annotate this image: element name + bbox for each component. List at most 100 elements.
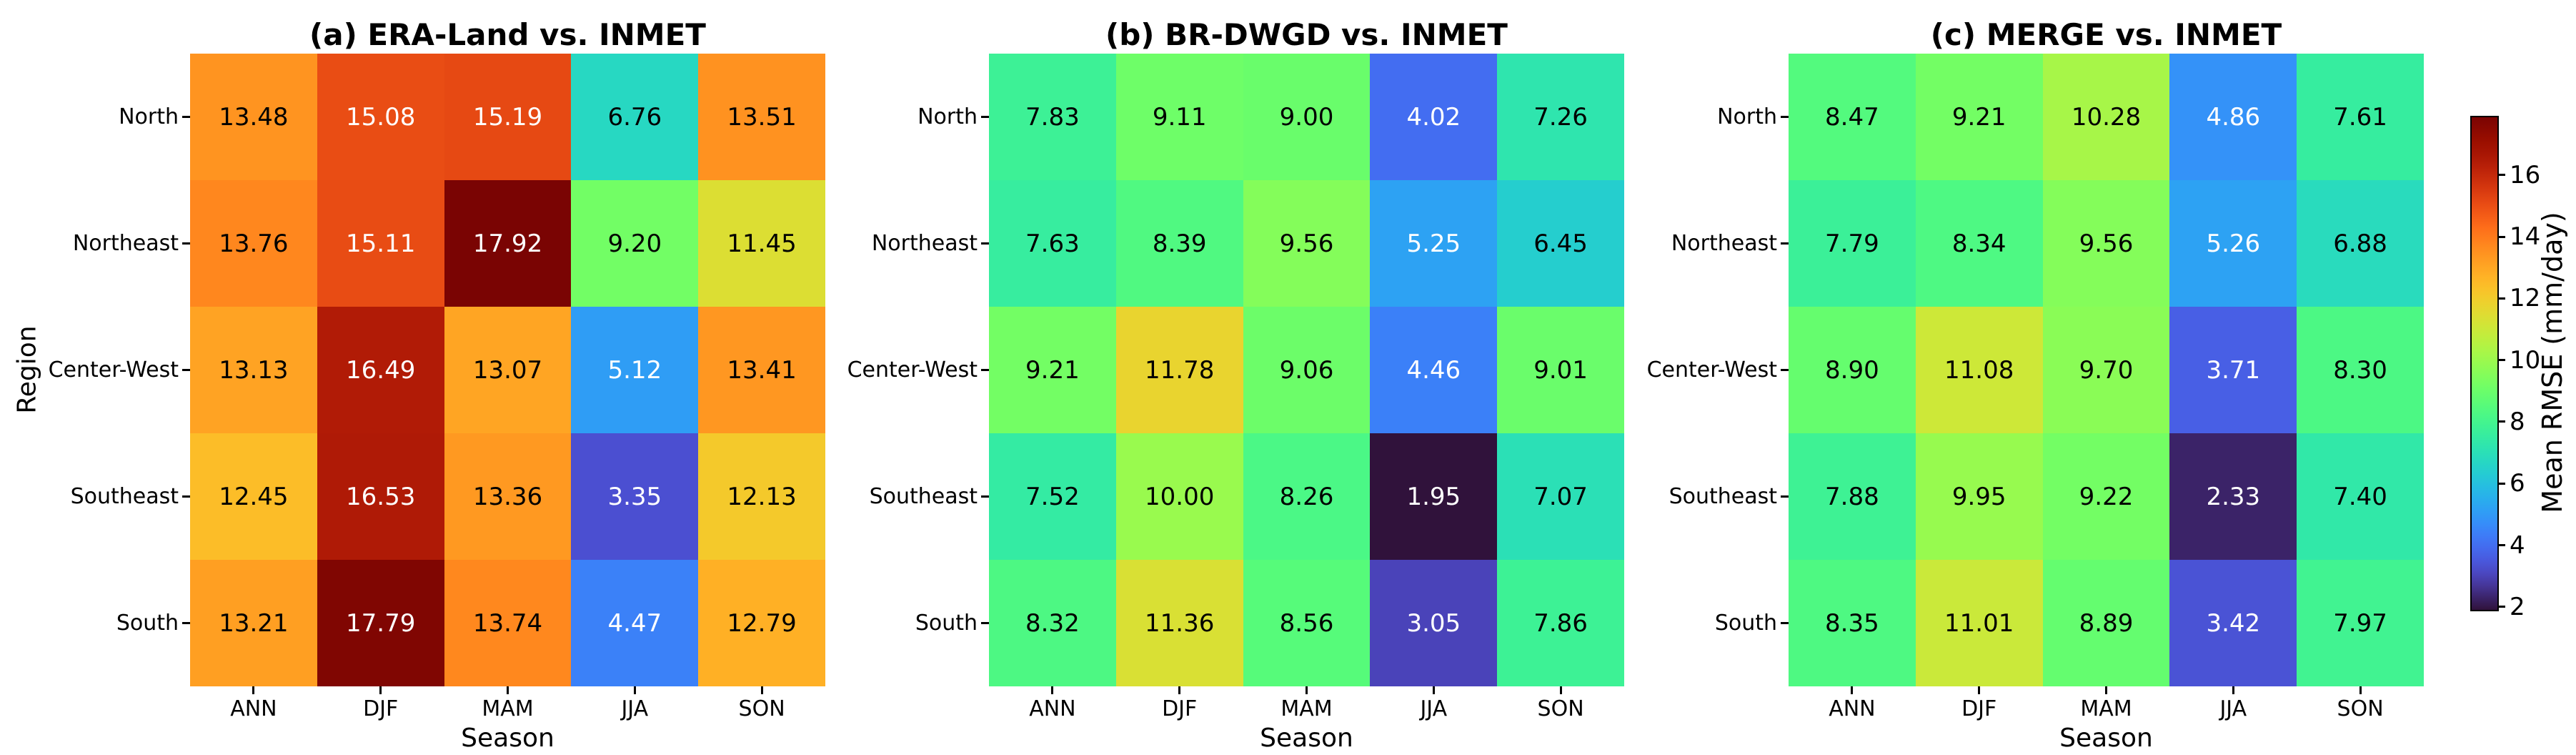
heatmap-cell: 9.22 [2042,433,2170,560]
heatmap-cell: 8.26 [1243,433,1371,560]
colorbar-tick-label: 8 [2510,407,2525,436]
heatmap-cell: 10.00 [1115,433,1243,560]
heatmap-cell: 1.95 [1370,433,1498,560]
y-tick-mark [1781,116,1789,118]
heatmap-cell: 8.34 [1915,180,2043,307]
heatmap-grid: 13.48 15.08 15.19 6.76 13.51 13.76 15.11 17.92 9… [190,54,825,686]
heatmap-cell: 7.79 [1789,180,1916,307]
heatmap-cell: 10.28 [2042,54,2170,180]
colorbar-tick-mark [2497,544,2505,547]
heatmap-cell: 3.42 [2169,560,2297,686]
heatmap-cell: 8.47 [1789,54,1916,180]
x-axis-label: Season [2059,724,2153,753]
heatmap-cell: 9.95 [1915,433,2043,560]
y-tick-mark [1781,495,1789,498]
heatmap-cell: 13.76 [190,180,317,307]
y-tick-label: Southeast [869,483,978,509]
x-tick-mark [252,686,255,694]
x-tick-mark [1432,686,1435,694]
y-tick-label: North [119,104,179,129]
y-tick-mark [981,369,989,371]
y-tick-label: Southeast [1669,483,1777,509]
heatmap-cell: 5.25 [1370,180,1498,307]
y-tick-label: Northeast [871,230,978,256]
colorbar-gradient [2470,116,2499,611]
y-tick-mark [182,116,190,118]
colorbar-tick-mark [2497,359,2505,362]
heatmap-cell: 7.86 [1497,560,1624,686]
y-tick-mark [182,495,190,498]
heatmap-cell: 15.19 [444,54,572,180]
heatmap-cell: 6.76 [571,54,699,180]
x-tick-label: ANN [230,696,277,721]
y-tick-label: Center-West [847,357,978,383]
heatmap-cell: 2.33 [2169,433,2297,560]
heatmap-cell: 5.12 [571,307,699,433]
heatmap-cell: 9.06 [1243,307,1371,433]
colorbar-label: Mean RMSE (mm/day) [2537,211,2568,513]
y-tick-mark [182,622,190,624]
heatmap-cell: 12.13 [698,433,825,560]
heatmap-cell: 6.88 [2297,180,2424,307]
panel-title: (c) MERGE vs. INMET [1930,17,2282,52]
heatmap-cell: 13.41 [698,307,825,433]
heatmap-grid: 8.47 9.21 10.28 4.86 7.61 7.79 8.34 9.56 5.26 6.8… [1789,54,2424,686]
heatmap-cell: 7.97 [2297,560,2424,686]
heatmap-cell: 9.70 [2042,307,2170,433]
heatmap-cell: 9.20 [571,180,699,307]
x-tick-mark [507,686,509,694]
heatmap-cell: 17.79 [317,560,444,686]
x-tick-mark [1559,686,1562,694]
colorbar-tick-label: 6 [2510,469,2525,498]
y-tick-mark [981,495,989,498]
heatmap-cell: 9.21 [989,307,1116,433]
y-tick-label: North [1717,104,1777,129]
heatmap-cell: 7.63 [989,180,1116,307]
x-tick-mark [2232,686,2234,694]
heatmap-cell: 7.83 [989,54,1116,180]
heatmap-cell: 16.53 [317,433,444,560]
heatmap-cell: 3.71 [2169,307,2297,433]
x-tick-label: DJF [363,696,399,721]
y-tick-label: Southeast [70,483,179,509]
heatmap-cell: 5.26 [2169,180,2297,307]
x-tick-mark [1178,686,1181,694]
y-tick-mark [1781,369,1789,371]
y-tick-label: South [915,610,978,636]
colorbar-tick-mark [2497,482,2505,485]
heatmap-cell: 7.40 [2297,433,2424,560]
heatmap-cell: 13.74 [444,560,572,686]
heatmap-cell: 9.56 [1243,180,1371,307]
heatmap-cell: 3.35 [571,433,699,560]
heatmap-cell: 4.46 [1370,307,1498,433]
x-tick-mark [1051,686,1054,694]
x-tick-label: JJA [2219,696,2247,721]
heatmap-cell: 4.86 [2169,54,2297,180]
heatmap-cell: 9.21 [1915,54,2043,180]
y-axis-label: Region [12,325,42,414]
colorbar-tick-label: 12 [2510,284,2541,313]
x-tick-label: MAM [482,696,534,721]
x-tick-label: DJF [1961,696,1997,721]
heatmap-cell: 17.92 [444,180,572,307]
heatmap-cell: 4.02 [1370,54,1498,180]
colorbar-tick-label: 4 [2510,531,2525,560]
y-tick-label: South [1714,610,1777,636]
x-tick-label: JJA [621,696,649,721]
heatmap-cell: 6.45 [1497,180,1624,307]
heatmap-cell: 8.89 [2042,560,2170,686]
x-tick-mark [379,686,382,694]
heatmap-cell: 7.52 [989,433,1116,560]
x-tick-label: ANN [1829,696,1876,721]
colorbar-tick-label: 16 [2510,160,2541,189]
heatmap-cell: 11.36 [1115,560,1243,686]
heatmap-cell: 12.45 [190,433,317,560]
y-tick-label: North [917,104,978,129]
heatmap-cell: 4.47 [571,560,699,686]
x-tick-label: ANN [1029,696,1076,721]
heatmap-cell: 13.21 [190,560,317,686]
y-tick-label: Center-West [48,357,179,383]
heatmap-cell: 8.30 [2297,307,2424,433]
x-axis-label: Season [1260,724,1353,753]
heatmap-cell: 8.32 [989,560,1116,686]
